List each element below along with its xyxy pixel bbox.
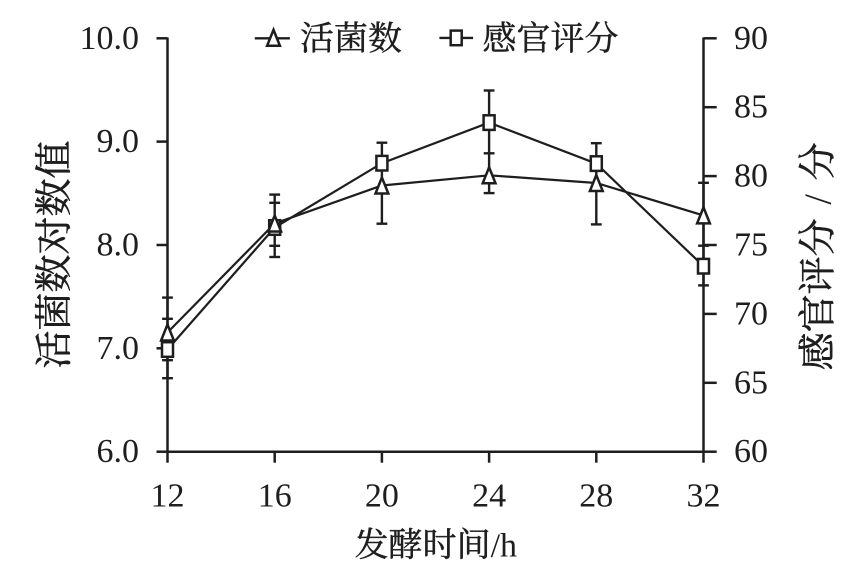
svg-text:/h: /h (491, 527, 517, 564)
svg-text:7.0: 7.0 (97, 330, 140, 367)
svg-text:65: 65 (734, 364, 768, 401)
svg-text:6.0: 6.0 (97, 433, 140, 470)
svg-text:32: 32 (687, 478, 721, 515)
svg-text:24: 24 (472, 478, 506, 515)
svg-text:60: 60 (734, 433, 768, 470)
svg-text:90: 90 (734, 20, 768, 57)
svg-text:20: 20 (365, 478, 399, 515)
svg-text:16: 16 (258, 478, 292, 515)
svg-text:8.0: 8.0 (97, 227, 140, 264)
svg-text:28: 28 (579, 478, 613, 515)
svg-text:9.0: 9.0 (97, 123, 140, 160)
svg-text:85: 85 (734, 89, 768, 126)
svg-text:80: 80 (734, 158, 768, 195)
svg-text:12: 12 (151, 478, 185, 515)
svg-text:70: 70 (734, 295, 768, 332)
svg-text:/: / (798, 194, 840, 205)
svg-text:10.0: 10.0 (80, 20, 140, 57)
svg-text:75: 75 (734, 227, 768, 264)
